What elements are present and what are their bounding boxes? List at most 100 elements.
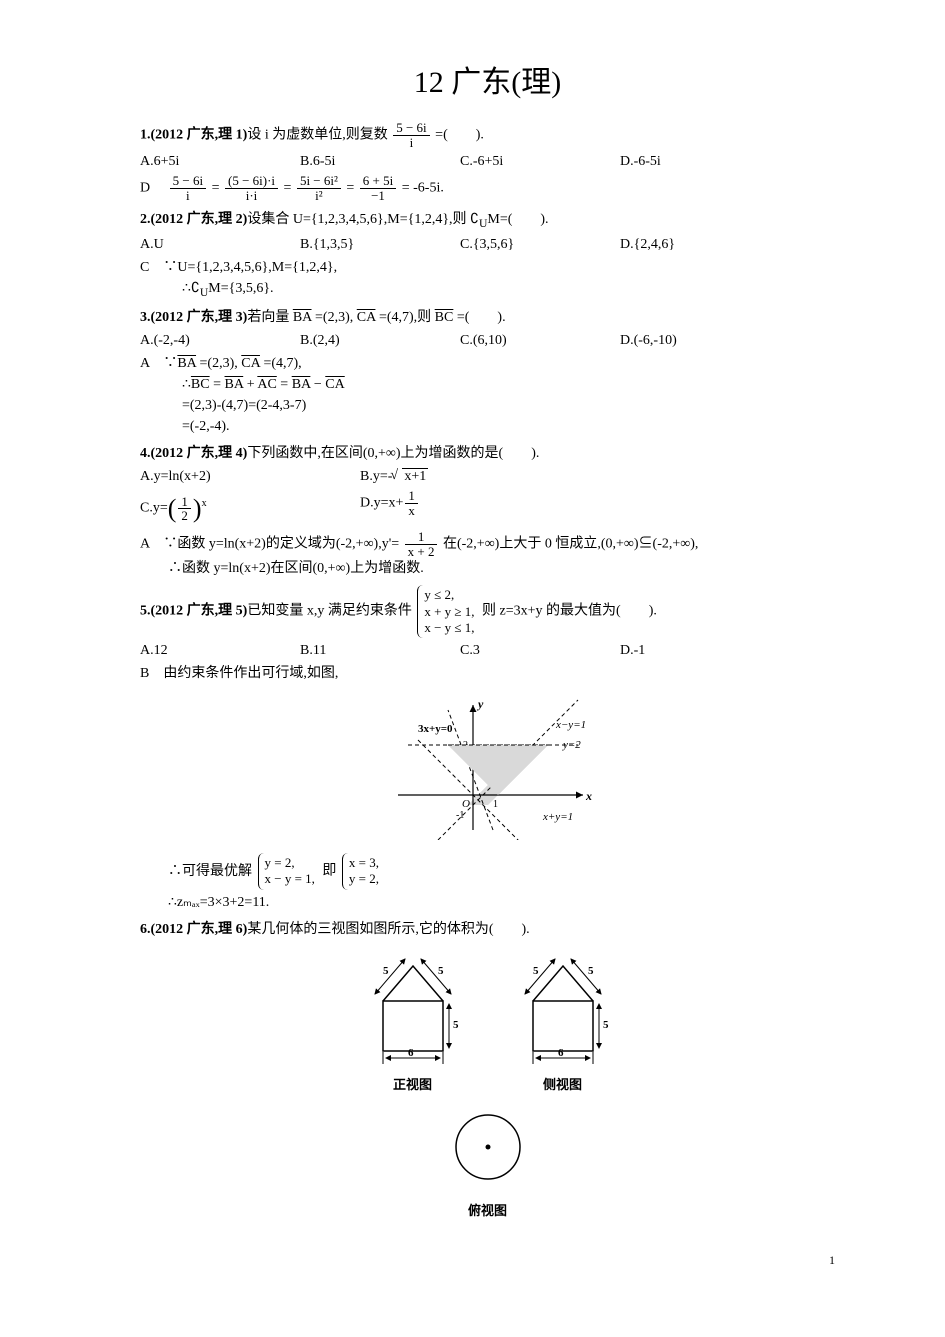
q4-options-row2: C.y=(12)x D.y=x+1x xyxy=(140,489,835,528)
side-view-label: 侧视图 xyxy=(503,1075,623,1095)
q5-graph: 3x+y=0 x−y=1 y=2 x+y=1 x y O 2 -1 1 xyxy=(140,690,835,847)
top-view: 俯视图 xyxy=(140,1102,835,1221)
svg-text:5: 5 xyxy=(453,1019,459,1031)
q5-brace3: x = 3, y = 2, xyxy=(342,853,383,890)
svg-text:6: 6 xyxy=(558,1047,564,1059)
q2-label: 2.(2012 广东,理 2) xyxy=(140,212,247,227)
q1-sol-f3: 5i − 6i²i² xyxy=(295,174,343,202)
svg-text:5: 5 xyxy=(383,965,389,977)
lbl-y-axis: y xyxy=(476,697,484,711)
q1-opt-b: B.6-5i xyxy=(300,151,460,172)
q2-opt-c: C.{3,5,6} xyxy=(460,234,620,255)
page-title: 12 广东(理) xyxy=(140,60,835,105)
top-view-label: 俯视图 xyxy=(140,1201,835,1221)
vec-bc-icon: BC xyxy=(435,310,454,325)
q1-frac-den: i xyxy=(393,136,429,150)
q5-answer: B xyxy=(140,666,149,681)
q1-frac-num: 5 − 6i xyxy=(393,121,429,136)
q1-sol-f1: 5 − 6ii xyxy=(168,174,208,202)
sqrt-icon: x+1 xyxy=(392,466,428,487)
q2-stem: 2.(2012 广东,理 2)设集合 U={1,2,3,4,5,6},M={1,… xyxy=(140,209,835,232)
q1-sol-f2: (5 − 6i)·ii·i xyxy=(223,174,280,202)
q1-label: 1.(2012 广东,理 1) xyxy=(140,127,247,142)
q3-sol-l3: =(2,3)-(4,7)=(2-4,3-7) xyxy=(140,395,835,416)
q3-stem: 3.(2012 广东,理 3)若向量 BA =(2,3), CA =(4,7),… xyxy=(140,307,835,328)
q4-stem: 4.(2012 广东,理 4)下列函数中,在区间(0,+∞)上为增函数的是( )… xyxy=(140,443,835,464)
q3-sol-l4: =(-2,-4). xyxy=(140,416,835,437)
lbl-1: 1 xyxy=(493,799,498,810)
q4-opt-a: A.y=ln(x+2) xyxy=(140,466,360,487)
q2-sol-l1: ∵U={1,2,3,4,5,6},M={1,2,4}, xyxy=(163,260,337,275)
q4-label: 4.(2012 广东,理 4) xyxy=(140,446,247,461)
q5-opt-c: C.3 xyxy=(460,640,620,661)
q5-brace: y ≤ 2, x + y ≥ 1, x − y ≤ 1, xyxy=(417,585,478,638)
q1-frac: 5 − 6i i xyxy=(391,121,431,149)
q1-sol-f4: 6 + 5i−1 xyxy=(358,174,398,202)
q5-label: 5.(2012 广东,理 5) xyxy=(140,604,247,619)
q5-solution: B 由约束条件作出可行域,如图, xyxy=(140,663,835,684)
q4-opt-c: C.y=(12)x xyxy=(140,489,360,528)
q1-stem-before: 设 i 为虚数单位,则复数 xyxy=(247,127,387,142)
q4-opt-d: D.y=x+1x xyxy=(360,489,580,528)
q3-answer: A xyxy=(140,356,149,371)
q3-label: 3.(2012 广东,理 3) xyxy=(140,310,247,325)
lbl-y2: y=2 xyxy=(562,739,581,751)
lbl-3xy0: 3x+y=0 xyxy=(418,723,453,735)
q1-opt-a: A.6+5i xyxy=(140,151,300,172)
q5-final: ∴zₘₐₓ=3×3+2=11. xyxy=(140,892,835,913)
q1-stem: 1.(2012 广东,理 1)设 i 为虚数单位,则复数 5 − 6i i =(… xyxy=(140,121,835,149)
q2-stem-b: M=( ). xyxy=(487,212,548,227)
q1-answer: D xyxy=(140,181,150,196)
q6-label: 6.(2012 广东,理 6) xyxy=(140,922,247,937)
q1-opt-d: D.-6-5i xyxy=(620,151,780,172)
page-number: 1 xyxy=(140,1251,835,1269)
q2-options: A.U B.{1,3,5} C.{3,5,6} D.{2,4,6} xyxy=(140,234,835,255)
q3-opt-b: B.(2,4) xyxy=(300,330,460,351)
vec-ba-icon: BA xyxy=(293,310,312,325)
q1-options: A.6+5i B.6-5i C.-6+5i D.-6-5i xyxy=(140,151,835,172)
front-view-label: 正视图 xyxy=(353,1075,473,1095)
q3-opt-a: A.(-2,-4) xyxy=(140,330,300,351)
lbl-xmy1: x−y=1 xyxy=(555,719,586,731)
svg-text:5: 5 xyxy=(533,965,539,977)
svg-text:6: 6 xyxy=(408,1047,414,1059)
svg-text:5: 5 xyxy=(603,1019,609,1031)
q1-opt-c: C.-6+5i xyxy=(460,151,620,172)
q5-opt-b: B.11 xyxy=(300,640,460,661)
q2-answer: C xyxy=(140,260,149,275)
q5-brace2: y = 2, x − y = 1, xyxy=(258,853,319,890)
q6-three-views: 5 5 5 6 正视图 xyxy=(140,946,835,1221)
feasible-region-icon: 3x+y=0 x−y=1 y=2 x+y=1 x y O 2 -1 1 xyxy=(378,690,598,840)
q5-opt-a: A.12 xyxy=(140,640,300,661)
q2-sol-l2: ∴∁UM={3,5,6}. xyxy=(140,278,835,301)
side-view: 5 5 5 6 侧视图 xyxy=(503,946,623,1095)
q4-sol-b: ∴函数 y=ln(x+2)在区间(0,+∞)上为增函数. xyxy=(140,558,835,579)
q3-options: A.(-2,-4) B.(2,4) C.(6,10) D.(-6,-10) xyxy=(140,330,835,351)
lbl-xpy1: x+y=1 xyxy=(542,811,573,823)
lbl-origin: O xyxy=(462,798,470,810)
q2-stem-a: 设集合 U={1,2,3,4,5,6},M={1,2,4},则 ∁ xyxy=(247,212,479,227)
question-2: 2.(2012 广东,理 2)设集合 U={1,2,3,4,5,6},M={1,… xyxy=(140,209,835,302)
q5-opt-d: D.-1 xyxy=(620,640,780,661)
q4-options-row1: A.y=ln(x+2) B.y=-x+1 xyxy=(140,466,835,487)
q1-sol-result: = -6-5i. xyxy=(398,181,444,196)
q6-stem: 6.(2012 广东,理 6)某几何体的三视图如图所示,它的体积为( ). xyxy=(140,919,835,940)
question-4: 4.(2012 广东,理 4)下列函数中,在区间(0,+∞)上为增函数的是( )… xyxy=(140,443,835,579)
q2-opt-b: B.{1,3,5} xyxy=(300,234,460,255)
question-3: 3.(2012 广东,理 3)若向量 BA =(2,3), CA =(4,7),… xyxy=(140,307,835,437)
q4-answer: A xyxy=(140,537,149,552)
lbl-x-axis: x xyxy=(585,789,592,803)
top-view-icon xyxy=(443,1102,533,1192)
q2-opt-d: D.{2,4,6} xyxy=(620,234,780,255)
q5-options: A.12 B.11 C.3 D.-1 xyxy=(140,640,835,661)
vec-ca-icon: CA xyxy=(357,310,376,325)
side-view-icon: 5 5 5 6 xyxy=(503,946,623,1066)
q2-solution: C ∵U={1,2,3,4,5,6},M={1,2,4}, ∴∁UM={3,5,… xyxy=(140,257,835,301)
q2-opt-a: A.U xyxy=(140,234,300,255)
svg-text:5: 5 xyxy=(588,965,594,977)
q3-solution: A ∵BA =(2,3), CA =(4,7), ∴BC = BA + AC =… xyxy=(140,353,835,437)
q5-stem: 5.(2012 广东,理 5)已知变量 x,y 满足约束条件 y ≤ 2, x … xyxy=(140,585,835,638)
q1-stem-after: =( ). xyxy=(432,127,484,142)
q1-solution: D 5 − 6ii = (5 − 6i)·ii·i = 5i − 6i²i² =… xyxy=(140,174,835,202)
question-5: 5.(2012 广东,理 5)已知变量 x,y 满足约束条件 y ≤ 2, x … xyxy=(140,585,835,912)
